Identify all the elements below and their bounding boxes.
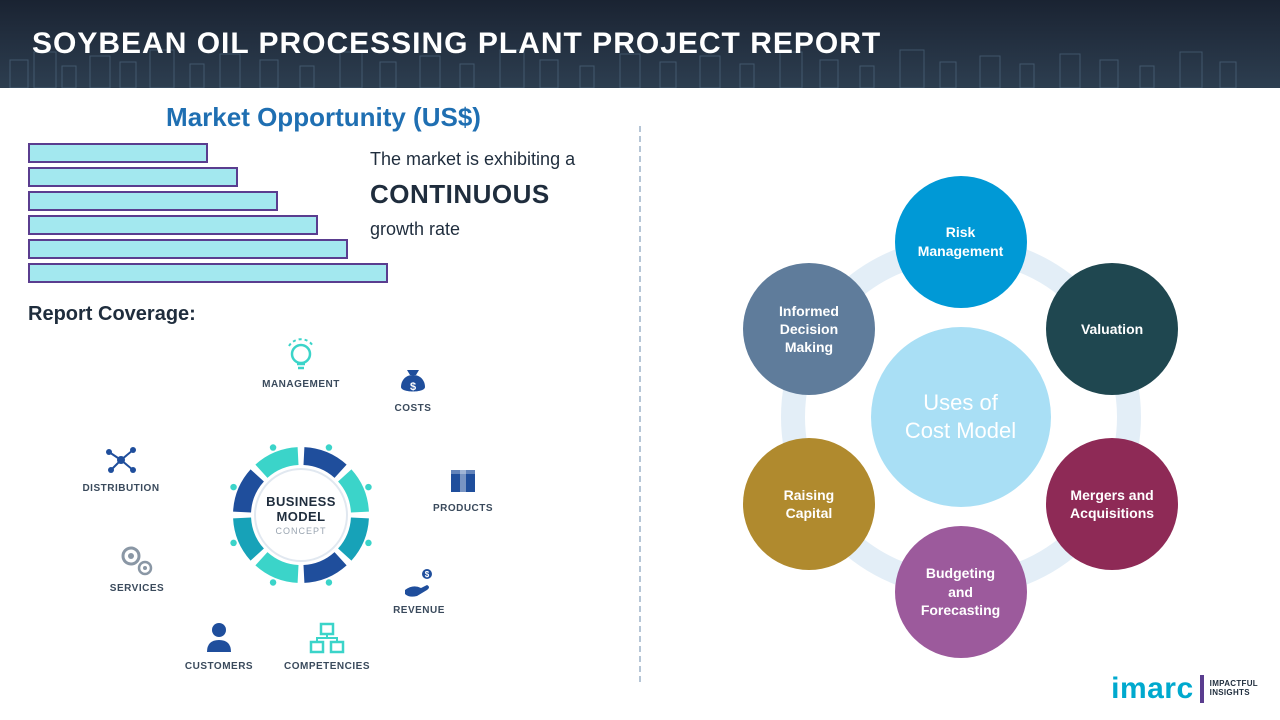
logo-divider [1200,675,1204,703]
bm-center-line2: MODEL [277,509,326,524]
chart-bar [28,191,278,211]
bm-node-label: COMPETENCIES [284,661,370,672]
cost-node: BudgetingandForecasting [895,526,1027,658]
page-title: SOYBEAN OIL PROCESSING PLANT PROJECT REP… [32,27,881,61]
bm-node-label: COSTS [395,403,432,414]
growth-line2: growth rate [370,219,460,239]
hand-icon: $ [399,562,439,602]
left-panel: Market Opportunity (US$) The market is e… [0,88,639,720]
bm-node-management: MANAGEMENT [246,336,356,390]
cost-model-diagram: Uses ofCost Model RiskManagementValuatio… [701,157,1221,677]
bm-node-label: SERVICES [110,583,164,594]
content: Market Opportunity (US$) The market is e… [0,88,1280,720]
svg-text:$: $ [425,570,430,579]
chart-bar [28,143,208,163]
market-bar-chart [28,143,368,283]
cost-model-center-label: Uses ofCost Model [905,389,1016,444]
bm-node-label: DISTRIBUTION [82,483,159,494]
logo-tagline: IMPACTFUL INSIGHTS [1210,680,1258,698]
bm-node-label: MANAGEMENT [262,379,340,390]
bm-node-label: REVENUE [393,605,445,616]
chart-bar [28,167,238,187]
chart-bar [28,239,348,259]
blocks-icon [307,618,347,658]
logo-tagline2: INSIGHTS [1210,689,1258,698]
cost-node: RaisingCapital [743,438,875,570]
bulb-icon [281,336,321,376]
cost-node: RiskManagement [895,176,1027,308]
person-icon [199,618,239,658]
logo-text: imarc [1111,672,1194,706]
cost-node: Valuation [1046,263,1178,395]
bm-node-competencies: COMPETENCIES [272,618,382,672]
chart-bar [28,263,388,283]
bm-center-sub: CONCEPT [275,526,326,536]
growth-text: The market is exhibiting a CONTINUOUS gr… [370,146,620,243]
bm-node-customers: CUSTOMERS [164,618,274,672]
bm-node-distribution: DISTRIBUTION [66,440,176,494]
bm-node-revenue: $ REVENUE [364,562,474,616]
header: SOYBEAN OIL PROCESSING PLANT PROJECT REP… [0,0,1280,88]
brand-logo: imarc IMPACTFUL INSIGHTS [1111,672,1258,706]
cost-model-center: Uses ofCost Model [871,327,1051,507]
business-model-diagram: BUSINESS MODEL CONCEPT MANAGEMENT $ COSTS P… [28,330,588,670]
bm-node-costs: $ COSTS [358,360,468,414]
gears-icon [117,540,157,580]
chart-bar [28,215,318,235]
bm-node-label: PRODUCTS [433,503,493,514]
cost-node: InformedDecisionMaking [743,263,875,395]
business-model-center: BUSINESS MODEL CONCEPT [254,468,348,562]
growth-line1: The market is exhibiting a [370,149,575,169]
svg-text:$: $ [410,381,416,393]
moneybag-icon: $ [393,360,433,400]
market-opportunity-title: Market Opportunity (US$) [28,102,619,133]
cost-node: Mergers andAcquisitions [1046,438,1178,570]
bm-node-services: SERVICES [82,540,192,594]
box-icon [443,460,483,500]
growth-emphasis: CONTINUOUS [370,175,620,214]
bm-center-line1: BUSINESS [266,494,336,509]
bm-node-products: PRODUCTS [408,460,518,514]
report-coverage-title: Report Coverage: [28,303,619,326]
right-panel: Uses ofCost Model RiskManagementValuatio… [641,88,1280,720]
bm-node-label: CUSTOMERS [185,661,253,672]
network-icon [101,440,141,480]
